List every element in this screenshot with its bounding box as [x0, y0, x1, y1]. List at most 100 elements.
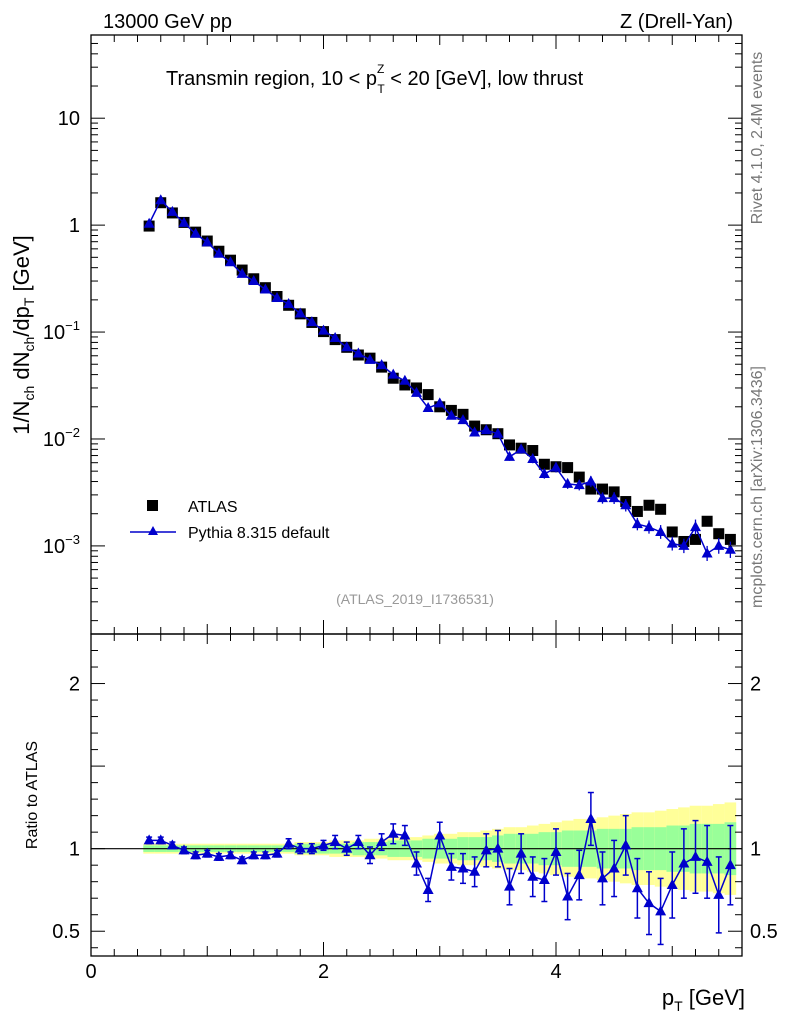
ratio-panel-frame [90, 633, 743, 957]
pythia-point [492, 427, 504, 438]
ratio-point [480, 844, 492, 855]
pythia-point [376, 359, 388, 370]
atlas-point [562, 462, 574, 474]
pythia-point [271, 292, 283, 303]
pythia-point [666, 537, 678, 548]
ratio-point [352, 836, 364, 847]
atlas-point [701, 515, 713, 527]
pythia-point [655, 525, 667, 536]
legend-atlas-marker [147, 500, 158, 511]
atlas-point [527, 445, 539, 457]
pythia-point [701, 547, 713, 558]
atlas-point [597, 483, 608, 495]
atlas-point [573, 471, 585, 483]
x-axis-label: pT [GeV] [662, 985, 745, 1014]
rivet-version-label: Rivet 4.1.0, 2.4M events [749, 52, 766, 225]
pythia-point [631, 518, 643, 529]
legend-pythia-label: Pythia 8.315 default [188, 525, 330, 542]
pythia-point [690, 521, 701, 532]
ratio-point [190, 849, 202, 860]
pythia-point [283, 297, 295, 308]
legend: ATLAS Pythia 8.315 default [130, 499, 330, 542]
atlas-point [724, 533, 736, 545]
ratio-y-tick-label-right: 0.5 [750, 921, 778, 943]
ratio-point [690, 850, 701, 861]
atlas-point [422, 389, 434, 401]
ratio-point [469, 865, 481, 876]
ratio-point [213, 850, 225, 861]
ratio-point [248, 849, 260, 860]
ratio-point [329, 836, 341, 847]
pythia-point [562, 477, 574, 488]
pythia-point [352, 347, 364, 358]
pythia-point [178, 216, 190, 227]
ratio-y-tick-label-right: 2 [750, 674, 761, 696]
pythia-point [294, 307, 306, 318]
ratio-point [283, 837, 295, 848]
ratio-point [666, 878, 678, 889]
ratio-point [527, 870, 539, 881]
pythia-point [387, 368, 399, 379]
mcplots-label: mcplots.cern.ch [arXiv:1306.3436] [749, 366, 766, 608]
ratio-point [701, 855, 713, 866]
pythia-point [620, 499, 632, 510]
ratio-y-axis-label: Ratio to ATLAS [24, 741, 41, 849]
atlas-point [608, 486, 620, 498]
ratio-point [225, 849, 236, 860]
pythia-point [155, 194, 167, 205]
pythia-point [411, 386, 422, 397]
ratio-point [585, 812, 597, 823]
header-right: Z (Drell-Yan) [620, 11, 733, 33]
pythia-point [469, 426, 481, 437]
ratio-point [178, 844, 190, 855]
atlas-point [538, 458, 550, 470]
main-y-tick-label: 1 [69, 215, 80, 237]
ratio-point [562, 890, 574, 901]
x-tick-label: 0 [85, 961, 96, 983]
main-panel-frame [90, 34, 743, 635]
pythia-point [399, 374, 411, 385]
y-axis-label: 1/Nch dNch/dpT [GeV] [9, 235, 37, 435]
pythia-point [143, 217, 155, 228]
atlas-point [585, 483, 597, 495]
ratio-point [318, 839, 329, 850]
ratio-point [678, 857, 690, 868]
ratio-point [573, 869, 585, 880]
pythia-point [236, 267, 248, 278]
main-y-tick-label: 10−1 [43, 318, 80, 344]
main-y-tick-label: 10 [58, 108, 80, 130]
ratio-point [434, 829, 446, 840]
pythia-point [573, 479, 585, 490]
ratio-point [515, 847, 527, 858]
main-y-tick-label: 10−3 [43, 532, 80, 558]
ratio-point [236, 854, 248, 865]
axes: 0 2 4 10−3 10−2 10−1 1 10 0.5 0.5 1 1 2 2 [43, 34, 778, 983]
ratio-point [422, 883, 434, 894]
atlas-point [666, 526, 678, 538]
ratio-y-tick-label-right: 1 [750, 839, 761, 861]
ratio-point [597, 872, 608, 883]
pythia-point [248, 275, 260, 286]
pythia-point [724, 543, 736, 554]
chart-title-sub: T [377, 82, 385, 96]
ratio-y-tick-label: 2 [69, 674, 80, 696]
x-tick-label: 2 [318, 961, 329, 983]
ratio-y-tick-label: 0.5 [52, 921, 80, 943]
pythia-point [597, 492, 608, 503]
ratio-point [341, 842, 353, 853]
main-panel-marks [143, 194, 736, 561]
atlas-point [399, 379, 411, 391]
atlas-point [469, 420, 481, 432]
ratio-point [259, 849, 271, 860]
x-tick-label: 4 [550, 961, 561, 983]
pythia-point [306, 316, 318, 327]
atlas-point [655, 503, 667, 515]
ratio-point [724, 859, 736, 870]
ratio-point [655, 905, 667, 916]
pythia-point [166, 205, 178, 216]
ratio-point [620, 839, 632, 850]
pythia-point [608, 492, 620, 503]
atlas-point [504, 439, 515, 451]
ratio-point [294, 842, 306, 853]
legend-atlas-label: ATLAS [188, 499, 238, 516]
